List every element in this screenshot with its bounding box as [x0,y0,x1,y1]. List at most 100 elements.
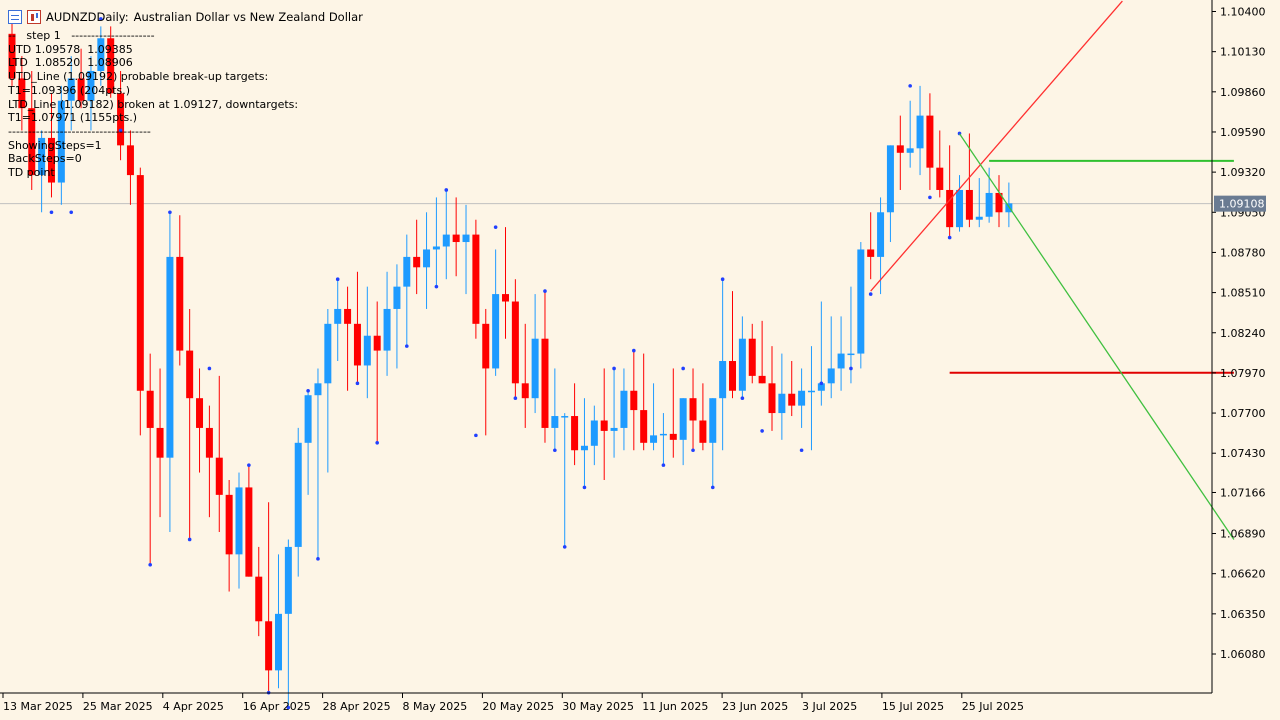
candle-body [255,576,263,622]
candle [788,361,796,417]
candle [186,308,194,540]
candle [541,291,549,443]
candle-body [798,390,806,406]
candle-body [18,78,26,109]
candle [107,26,115,98]
candle [196,368,204,473]
candle-body [284,546,292,614]
candle-body [413,256,421,268]
candle [610,368,618,458]
candle-body [600,420,608,431]
candle [571,383,579,466]
candle-body [867,249,875,257]
candle-body [452,234,460,243]
td-point-marker [375,441,379,445]
td-point-marker [168,210,172,215]
candles-layer [8,18,1013,708]
candle-body [383,308,391,351]
candle-body [215,457,223,495]
candle [511,279,519,399]
td-point-marker [513,396,518,400]
td-point-marker [286,705,291,710]
candle-body [393,286,401,309]
candle-body [847,353,855,356]
current-price-tag[interactable]: 1.09108 [1214,195,1266,212]
candle-body [472,234,480,324]
candle-body [679,398,687,440]
candle-body [87,70,95,101]
candle-body [403,256,411,287]
candle-body [166,256,174,458]
time-tick-label: 15 Jul 2025 [882,700,944,713]
candle-body [610,427,618,431]
candle [353,271,361,384]
time-tick-label: 16 Apr 2025 [243,700,311,713]
candle [442,189,450,280]
candle [492,249,500,376]
candle [304,390,312,495]
candle [403,234,411,347]
td-point-marker [908,84,912,88]
candle [136,167,144,436]
candle [274,554,282,689]
candle-body [590,420,598,446]
candle [57,85,65,205]
candle-body [571,416,579,451]
candle-body [353,323,361,366]
candle-body [650,435,658,443]
indicator-line: T1=1.07971 (1155pts.) [8,111,138,125]
candle [176,215,184,366]
td-point-marker [493,225,498,229]
price-tick-label: 1.07700 [1220,407,1266,420]
candle-body [136,175,144,391]
candle [709,398,717,488]
candle-body [432,246,440,250]
candle-body [57,100,65,183]
chart-window-icon[interactable] [27,10,41,24]
candle [314,368,322,559]
chart-menu-icon[interactable] [8,10,22,24]
candle [620,368,628,451]
candle [38,130,46,213]
candle [926,93,934,190]
td-point-marker [868,292,873,296]
candle [807,346,815,451]
candle [472,219,480,339]
candle [729,291,737,399]
candle-body [975,216,983,220]
time-axis: 13 Mar 2025 25 Mar 2025 4 Apr 2025 16 Apr 2… [2,693,1024,713]
candle-body [640,410,648,443]
candle-body [373,335,381,351]
candle-body [630,390,638,411]
candle [334,279,342,362]
candle-body [985,192,993,217]
candle-body [176,256,184,351]
candle-body [67,78,75,101]
candle-body [817,383,825,391]
td-point-marker [543,289,547,293]
candle-body [551,416,559,428]
candle-body [8,33,16,79]
candle-body [47,137,55,183]
candle-body [126,145,134,176]
td-point-marker [247,463,251,467]
candle-body [344,308,352,324]
td-point-marker [661,463,666,467]
price-tick-label: 1.08780 [1220,246,1266,259]
candle [502,227,509,339]
candle-body [77,78,85,101]
price-tick-label: 1.06620 [1220,568,1266,581]
candle [995,175,1003,228]
time-tick-label: 25 Jul 2025 [962,700,1024,713]
candle [344,286,352,391]
candle [837,316,845,391]
chart-title-bar: AUDNZD Daily: Australian Dollar vs New Ze… [8,8,363,26]
td-point-marker [306,388,310,393]
td-point-marker [947,235,952,240]
candle-body [225,494,233,555]
candle-body [936,167,944,190]
td-point-marker [740,396,745,400]
candle-body [699,420,707,443]
candle [827,316,835,399]
candle-body [146,390,154,428]
